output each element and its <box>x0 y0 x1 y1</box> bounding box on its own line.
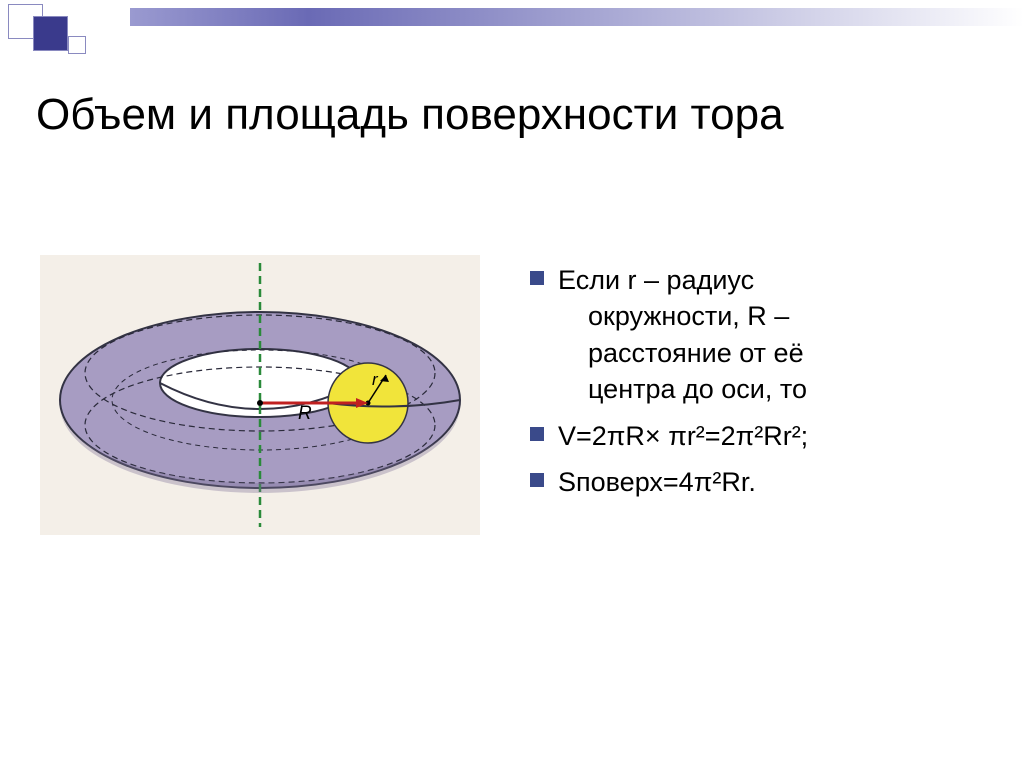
bullet-list: Если r – радиус окружности, R – расстоян… <box>530 262 980 511</box>
bullet-marker <box>530 473 544 487</box>
bullet-item: V=2πR× πr²=2π²Rr²; <box>530 418 980 454</box>
header-gradient-bar <box>130 8 1024 26</box>
bullet-marker <box>530 271 544 285</box>
bullet-text: Если r – радиус окружности, R – расстоян… <box>558 262 807 408</box>
torus-figure: r R <box>40 255 480 535</box>
svg-text:R: R <box>298 403 312 424</box>
content-area: r R Если r – радиус окружности, R – расс… <box>0 200 1024 700</box>
bullet-marker <box>530 427 544 441</box>
bullet-item: Sповерх=4π²Rr. <box>530 464 980 500</box>
torus-svg: r R <box>40 255 480 535</box>
slide-title: Объем и площадь поверхности тора <box>36 90 996 140</box>
bullet-text: V=2πR× πr²=2π²Rr²; <box>558 418 808 454</box>
bullet-item: Если r – радиус окружности, R – расстоян… <box>530 262 980 408</box>
header-decoration <box>0 0 1024 55</box>
bullet-text: Sповерх=4π²Rr. <box>558 464 756 500</box>
